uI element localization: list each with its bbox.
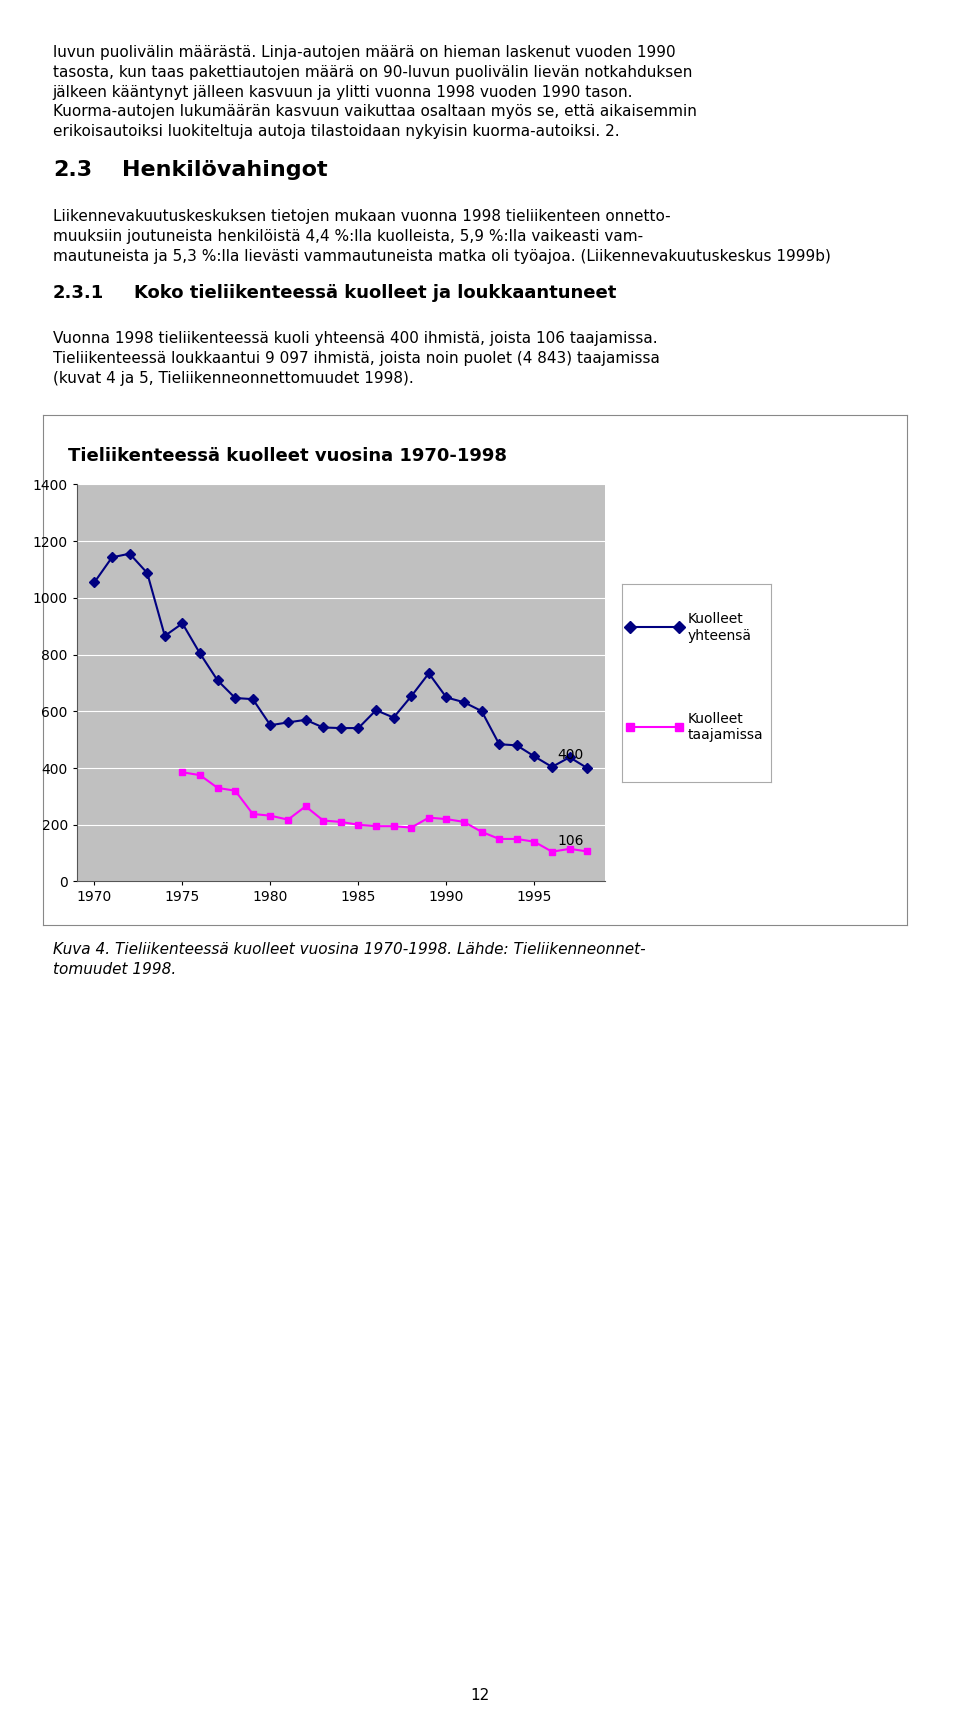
Text: jälkeen kääntynyt jälleen kasvuun ja ylitti vuonna 1998 vuoden 1990 tason.: jälkeen kääntynyt jälleen kasvuun ja yli… xyxy=(53,85,634,100)
Text: erikoisautoiksi luokiteltuja autoja tilastoidaan nykyisin kuorma-autoiksi. 2.: erikoisautoiksi luokiteltuja autoja tila… xyxy=(53,124,619,140)
Text: Tieliikenteessä kuolleet vuosina 1970-1998: Tieliikenteessä kuolleet vuosina 1970-19… xyxy=(68,447,508,464)
Text: Kuolleet
taajamissa: Kuolleet taajamissa xyxy=(687,711,763,742)
Text: 12: 12 xyxy=(470,1688,490,1704)
Text: 106: 106 xyxy=(557,834,584,847)
Text: muuksiin joutuneista henkilöistä 4,4 %:lla kuolleista, 5,9 %:lla vaikeasti vam-: muuksiin joutuneista henkilöistä 4,4 %:l… xyxy=(53,230,643,243)
Text: Vuonna 1998 tieliikenteessä kuoli yhteensä 400 ihmistä, joista 106 taajamissa.: Vuonna 1998 tieliikenteessä kuoli yhteen… xyxy=(53,331,658,345)
Text: 2.3: 2.3 xyxy=(53,159,92,180)
Text: Kuorma-autojen lukumäärän kasvuun vaikuttaa osaltaan myös se, että aikaisemmin: Kuorma-autojen lukumäärän kasvuun vaikut… xyxy=(53,104,697,119)
Text: Koko tieliikenteessä kuolleet ja loukkaantuneet: Koko tieliikenteessä kuolleet ja loukkaa… xyxy=(134,285,616,302)
Text: mautuneista ja 5,3 %:lla lievästi vammautuneista matka oli työajoa. (Liikennevak: mautuneista ja 5,3 %:lla lievästi vammau… xyxy=(53,249,830,264)
Text: 2.3.1: 2.3.1 xyxy=(53,285,104,302)
Text: 400: 400 xyxy=(558,749,584,763)
Text: Kuva 4. Tieliikenteessä kuolleet vuosina 1970-1998. Lähde: Tieliikenneonnet-: Kuva 4. Tieliikenteessä kuolleet vuosina… xyxy=(53,942,645,956)
Text: luvun puolivälin määrästä. Linja-autojen määrä on hieman laskenut vuoden 1990: luvun puolivälin määrästä. Linja-autojen… xyxy=(53,45,676,60)
Text: tasosta, kun taas pakettiautojen määrä on 90-luvun puolivälin lievän notkahdukse: tasosta, kun taas pakettiautojen määrä o… xyxy=(53,64,692,79)
Text: tomuudet 1998.: tomuudet 1998. xyxy=(53,961,176,977)
Text: Henkilövahingot: Henkilövahingot xyxy=(122,159,327,180)
Text: Liikennevakuutuskeskuksen tietojen mukaan vuonna 1998 tieliikenteen onnetto-: Liikennevakuutuskeskuksen tietojen mukaa… xyxy=(53,209,670,224)
Text: (kuvat 4 ja 5, Tieliikenneonnettomuudet 1998).: (kuvat 4 ja 5, Tieliikenneonnettomuudet … xyxy=(53,371,414,385)
Text: Kuolleet
yhteensä: Kuolleet yhteensä xyxy=(687,613,752,642)
Text: Tieliikenteessä loukkaantui 9 097 ihmistä, joista noin puolet (4 843) taajamissa: Tieliikenteessä loukkaantui 9 097 ihmist… xyxy=(53,350,660,366)
